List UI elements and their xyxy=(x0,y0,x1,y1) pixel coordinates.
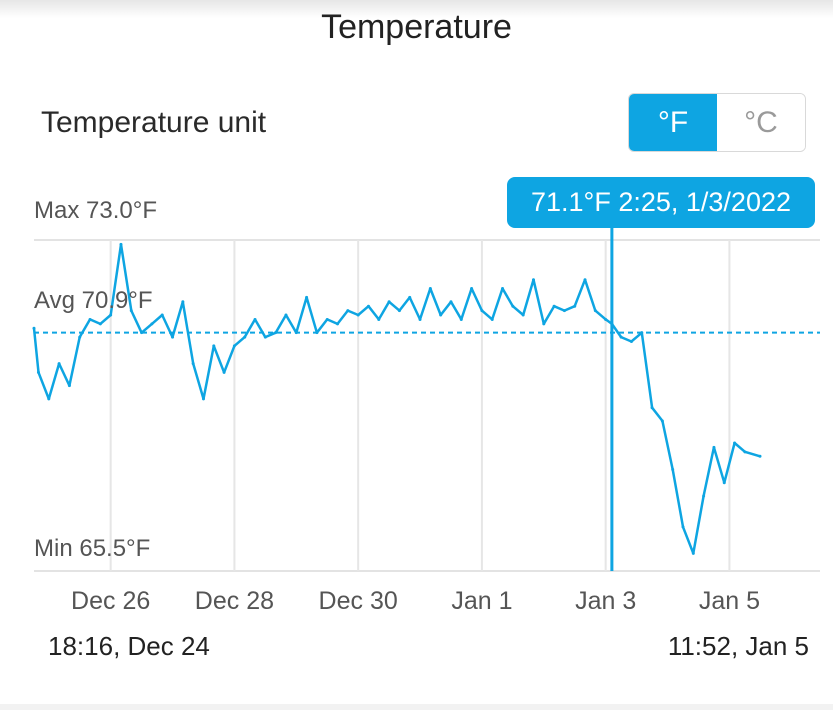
data-point xyxy=(88,317,92,321)
data-point xyxy=(521,313,525,317)
data-point xyxy=(501,287,505,291)
data-point xyxy=(171,335,175,339)
data-point xyxy=(294,331,298,335)
data-point xyxy=(511,304,515,308)
data-point xyxy=(629,340,633,344)
data-point xyxy=(449,300,453,304)
data-point xyxy=(232,344,236,348)
data-point xyxy=(397,309,401,313)
data-point xyxy=(47,397,51,401)
data-point xyxy=(439,313,443,317)
temperature-unit-label: Temperature unit xyxy=(41,106,267,139)
temperature-series-line xyxy=(32,243,761,555)
range-end-time: 11:52, Jan 5 xyxy=(667,631,809,661)
data-point xyxy=(222,370,226,374)
celsius-option[interactable]: °C xyxy=(717,94,805,151)
data-point xyxy=(336,322,340,326)
range-start-time: 18:16, Dec 24 xyxy=(48,631,210,661)
data-point xyxy=(181,300,185,304)
x-tick-label: Dec 26 xyxy=(71,587,150,615)
data-point xyxy=(583,278,587,282)
page-title: Temperature xyxy=(321,8,512,46)
header-shadow xyxy=(0,0,833,18)
data-point xyxy=(191,362,195,366)
data-point xyxy=(67,384,71,388)
data-point xyxy=(619,335,623,339)
data-point xyxy=(459,317,463,321)
data-point xyxy=(593,309,597,313)
data-point xyxy=(722,481,726,485)
data-point xyxy=(681,525,685,529)
data-point xyxy=(140,331,144,335)
data-point xyxy=(201,397,205,401)
data-point xyxy=(562,309,566,313)
data-point xyxy=(32,326,36,330)
data-point xyxy=(743,450,747,454)
data-point xyxy=(284,313,288,317)
data-point xyxy=(274,331,278,335)
min-temperature-label: Min 65.5°F xyxy=(34,535,151,562)
data-point xyxy=(604,317,608,321)
data-point xyxy=(129,309,133,313)
data-point xyxy=(36,370,40,374)
data-point xyxy=(712,445,716,449)
temperature-unit-toggle[interactable]: °F °C xyxy=(628,93,806,152)
data-point xyxy=(243,335,247,339)
data-point xyxy=(531,278,535,282)
data-point xyxy=(480,309,484,313)
x-tick-label: Jan 3 xyxy=(575,587,636,615)
data-point xyxy=(253,317,257,321)
data-point xyxy=(325,317,329,321)
data-point xyxy=(387,300,391,304)
x-tick-label: Jan 5 xyxy=(699,587,760,615)
chart-tooltip: 71.1°F 2:25, 1/3/2022 xyxy=(507,177,815,228)
data-point xyxy=(552,304,556,308)
data-point xyxy=(758,454,762,458)
footer-divider xyxy=(0,704,833,710)
data-point xyxy=(263,335,267,339)
data-point xyxy=(702,494,706,498)
max-temperature-label: Max 73.0°F xyxy=(34,197,157,224)
data-point xyxy=(150,322,154,326)
data-point xyxy=(640,331,644,335)
data-point xyxy=(57,362,61,366)
data-point xyxy=(691,551,695,555)
x-tick-label: Jan 1 xyxy=(451,587,512,615)
data-point xyxy=(542,322,546,326)
data-point xyxy=(671,467,675,471)
data-point xyxy=(470,287,474,291)
data-point xyxy=(377,317,381,321)
data-point xyxy=(212,344,216,348)
data-point xyxy=(733,441,737,445)
data-point xyxy=(650,406,654,410)
data-point xyxy=(78,335,82,339)
data-point xyxy=(356,313,360,317)
data-point xyxy=(119,242,123,246)
data-point xyxy=(109,313,113,317)
data-point xyxy=(408,295,412,299)
fahrenheit-option[interactable]: °F xyxy=(629,94,717,151)
data-point xyxy=(366,304,370,308)
avg-temperature-label: Avg 70.9°F xyxy=(34,287,153,314)
data-point xyxy=(98,322,102,326)
x-tick-label: Dec 30 xyxy=(319,587,398,615)
data-point xyxy=(305,295,309,299)
data-point xyxy=(418,317,422,321)
x-tick-label: Dec 28 xyxy=(195,587,274,615)
data-point xyxy=(490,317,494,321)
data-point xyxy=(315,331,319,335)
data-point xyxy=(573,304,577,308)
data-point xyxy=(160,313,164,317)
data-point xyxy=(428,287,432,291)
data-point xyxy=(346,309,350,313)
data-point xyxy=(660,419,664,423)
